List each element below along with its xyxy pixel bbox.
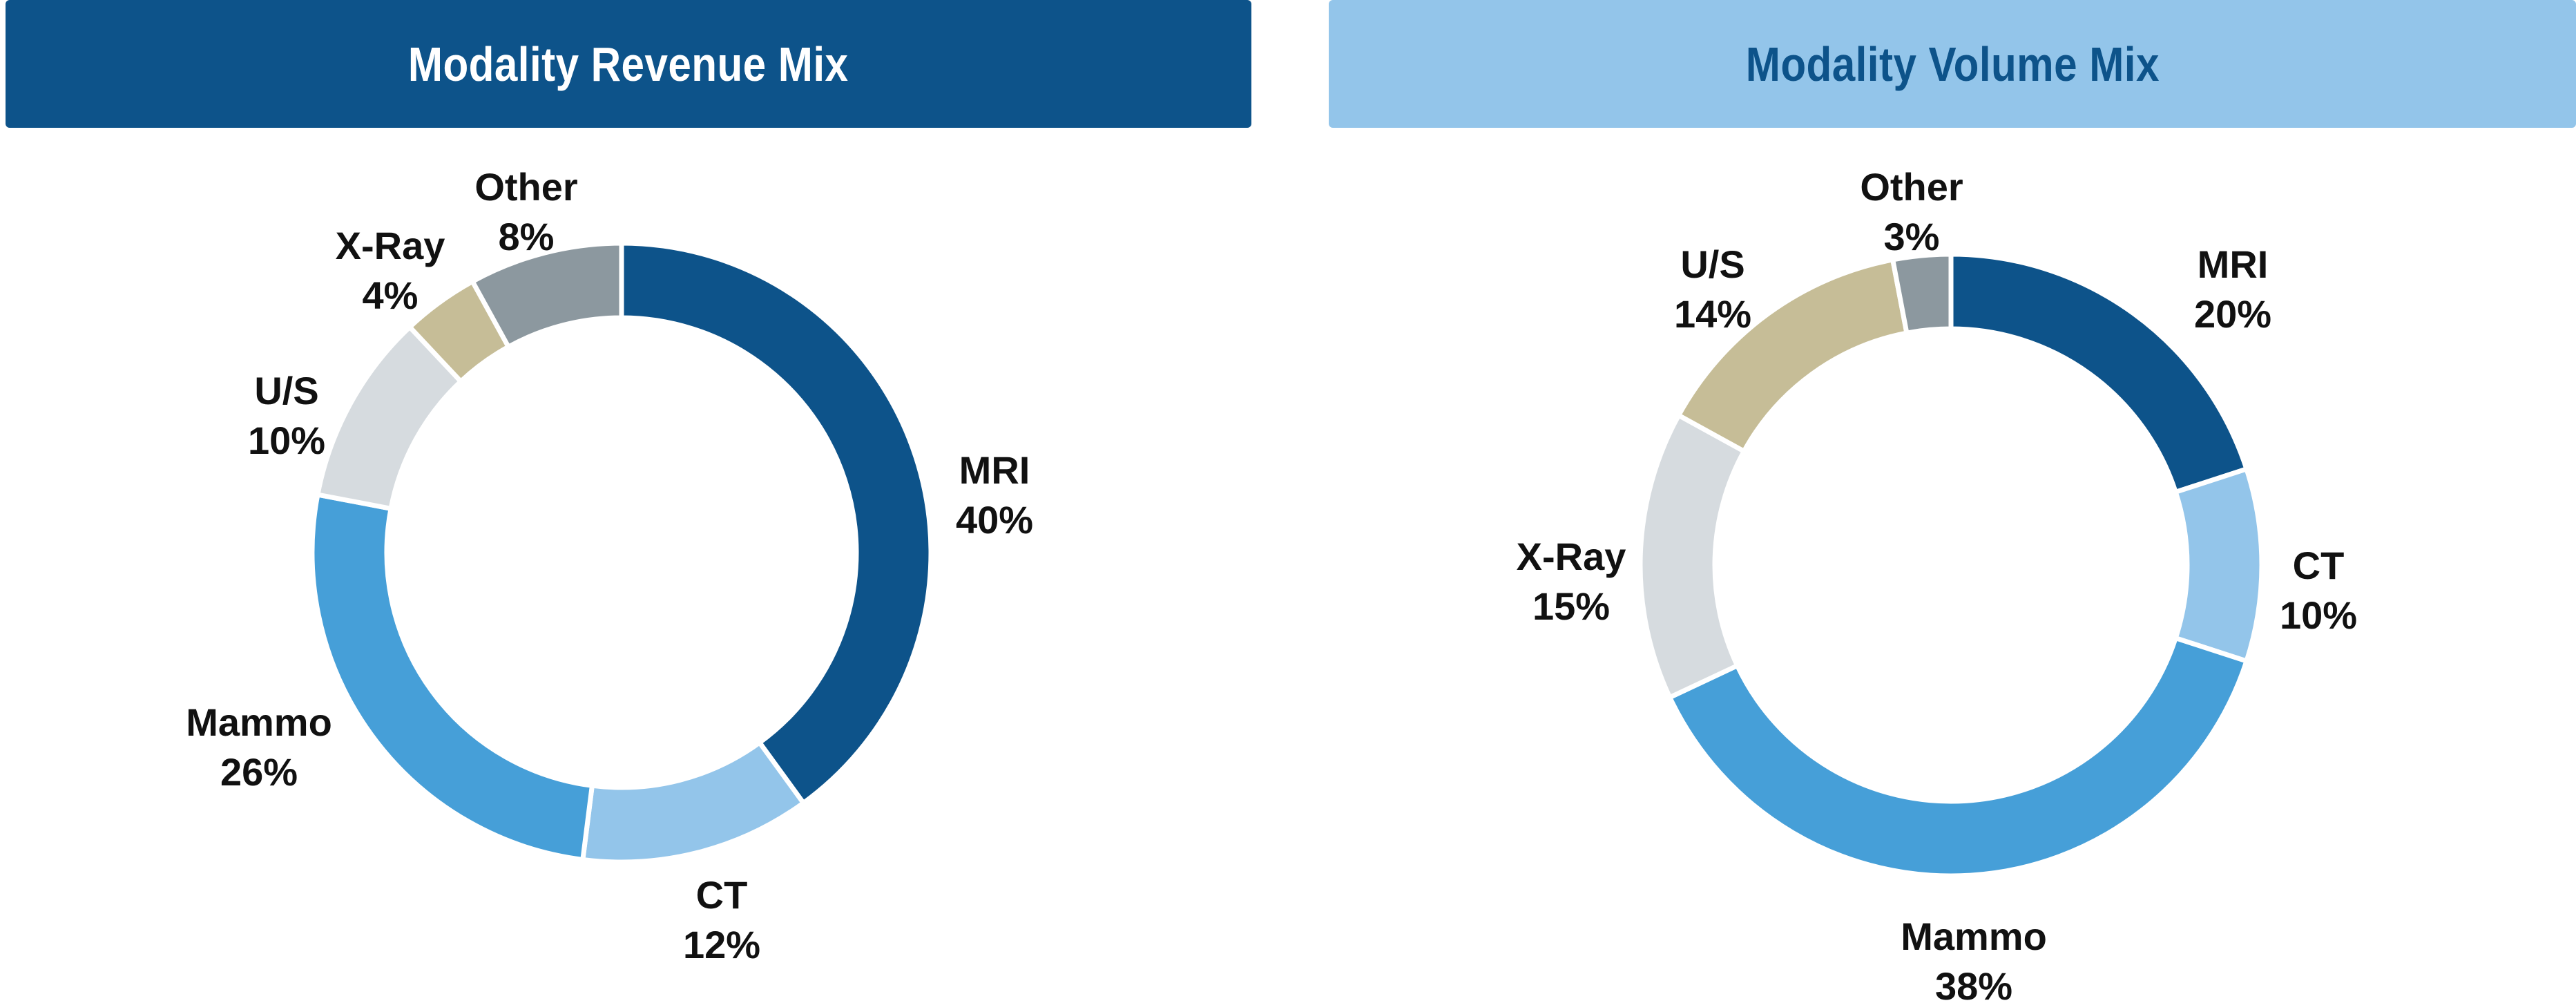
volume-category-x-ray: X-Ray [1517,535,1626,578]
revenue-mix-title: Modality Revenue Mix [408,37,849,91]
volume-category-mri: MRI [2198,242,2269,286]
revenue-slice-other [469,240,624,350]
volume-slice-ct [2172,466,2265,665]
volume-category-mammo: Mammo [1901,915,2047,958]
volume-category-ct: CT [2293,544,2345,587]
volume-category-other: Other [1860,165,1963,209]
volume-slice-mammo [1666,635,2250,879]
volume-label-mammo: Mammo 38% [1901,915,2047,1003]
revenue-category-u-s: U/S [254,369,318,412]
volume-donut-chart: MRI 20% CT 10% Mammo 38% X-Ray 15% U/S 14% Other 3% [1517,165,2357,1003]
revenue-mix-header: Modality Revenue Mix [6,0,1251,128]
revenue-value-other: 8% [499,215,555,258]
revenue-value-mammo: 26% [220,750,298,794]
revenue-value-ct: 12% [683,923,760,966]
revenue-category-other: Other [474,165,577,209]
volume-slice-x-ray [1637,412,1748,701]
volume-slice-mri [1948,251,2250,495]
revenue-slice-mammo [309,491,595,863]
revenue-value-u-s: 10% [248,419,325,462]
revenue-slice-mri [619,240,934,807]
revenue-label-mri: MRI 40% [956,448,1033,542]
revenue-label-other: Other 8% [474,165,577,258]
revenue-value-x-ray: 4% [363,274,419,317]
revenue-label-ct: CT 12% [683,873,760,966]
volume-label-ct: CT 10% [2280,544,2357,637]
volume-value-ct: 10% [2280,593,2357,637]
revenue-label-x-ray: X-Ray 4% [336,224,445,317]
volume-mix-title: Modality Volume Mix [1745,37,2160,91]
revenue-category-mri: MRI [959,448,1030,492]
revenue-label-mammo: Mammo 26% [186,700,332,794]
volume-slice-u-s [1675,256,1910,455]
volume-value-u-s: 14% [1674,292,1751,336]
revenue-slice-ct [579,739,807,865]
revenue-label-u-s: U/S 10% [248,369,325,462]
volume-category-u-s: U/S [1680,242,1744,286]
volume-mix-header: Modality Volume Mix [1329,0,2576,128]
volume-label-other: Other 3% [1860,165,1963,258]
revenue-value-mri: 40% [956,498,1033,542]
volume-label-x-ray: X-Ray 15% [1517,535,1626,628]
volume-value-other: 3% [1884,215,1940,258]
volume-value-mammo: 38% [1935,964,2012,1003]
volume-slice-other [1890,251,1954,336]
volume-value-mri: 20% [2194,292,2271,336]
volume-label-u-s: U/S 14% [1674,242,1751,336]
volume-label-mri: MRI 20% [2194,242,2271,336]
revenue-category-mammo: Mammo [186,700,332,744]
revenue-donut-chart: MRI 40% CT 12% Mammo 26% U/S 10% X-Ray 4% Other 8% [186,165,1033,966]
volume-value-x-ray: 15% [1532,584,1610,628]
revenue-category-ct: CT [696,873,748,917]
revenue-category-x-ray: X-Ray [336,224,445,267]
